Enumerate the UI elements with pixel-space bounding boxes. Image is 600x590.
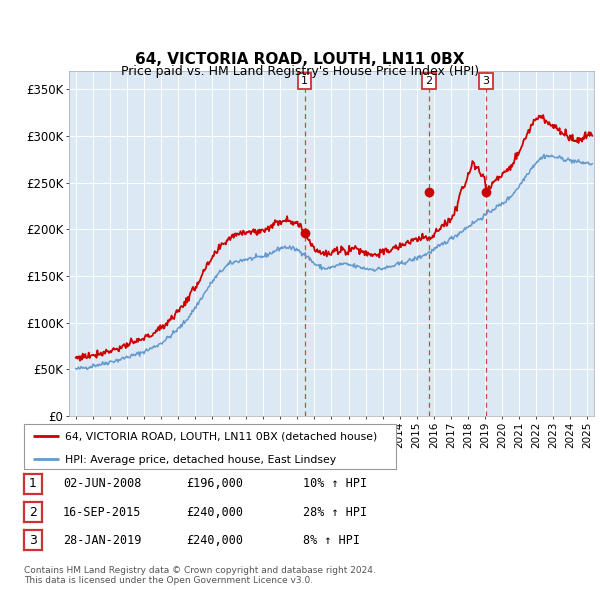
- Text: 3: 3: [482, 76, 490, 86]
- Text: 64, VICTORIA ROAD, LOUTH, LN11 0BX (detached house): 64, VICTORIA ROAD, LOUTH, LN11 0BX (deta…: [65, 432, 377, 442]
- Text: 2: 2: [29, 506, 37, 519]
- Text: 10% ↑ HPI: 10% ↑ HPI: [303, 477, 367, 490]
- Text: £240,000: £240,000: [186, 506, 243, 519]
- Text: £240,000: £240,000: [186, 534, 243, 547]
- Text: 8% ↑ HPI: 8% ↑ HPI: [303, 534, 360, 547]
- Text: £196,000: £196,000: [186, 477, 243, 490]
- Text: Contains HM Land Registry data © Crown copyright and database right 2024.: Contains HM Land Registry data © Crown c…: [24, 566, 376, 575]
- Text: Price paid vs. HM Land Registry's House Price Index (HPI): Price paid vs. HM Land Registry's House …: [121, 65, 479, 78]
- Text: 16-SEP-2015: 16-SEP-2015: [63, 506, 142, 519]
- Text: 28% ↑ HPI: 28% ↑ HPI: [303, 506, 367, 519]
- Text: 3: 3: [29, 534, 37, 547]
- Text: 1: 1: [301, 76, 308, 86]
- Text: 02-JUN-2008: 02-JUN-2008: [63, 477, 142, 490]
- Text: 28-JAN-2019: 28-JAN-2019: [63, 534, 142, 547]
- Text: 2: 2: [425, 76, 433, 86]
- Text: 64, VICTORIA ROAD, LOUTH, LN11 0BX: 64, VICTORIA ROAD, LOUTH, LN11 0BX: [135, 51, 465, 67]
- Text: This data is licensed under the Open Government Licence v3.0.: This data is licensed under the Open Gov…: [24, 576, 313, 585]
- Text: HPI: Average price, detached house, East Lindsey: HPI: Average price, detached house, East…: [65, 455, 336, 465]
- Text: 1: 1: [29, 477, 37, 490]
